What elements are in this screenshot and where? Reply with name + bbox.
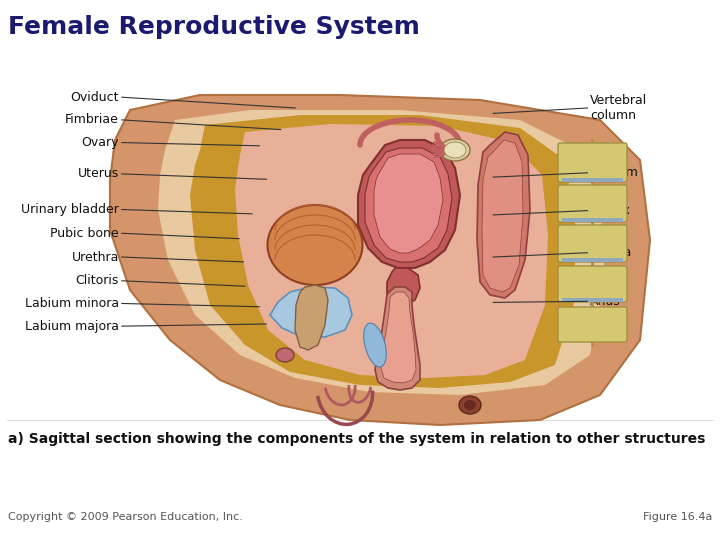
Text: a) Sagittal section showing the components of the system in relation to other st: a) Sagittal section showing the componen… [8,432,706,446]
Text: Fimbriae: Fimbriae [65,113,119,126]
Polygon shape [158,110,605,395]
Text: Anus: Anus [590,295,621,308]
Ellipse shape [459,396,481,414]
Text: Uterus: Uterus [78,167,119,180]
Polygon shape [482,140,523,292]
Polygon shape [110,95,650,425]
Polygon shape [381,292,416,383]
FancyBboxPatch shape [562,298,623,302]
Polygon shape [270,287,352,337]
Text: Labium minora: Labium minora [24,297,119,310]
Polygon shape [365,148,452,262]
Ellipse shape [464,400,476,410]
FancyBboxPatch shape [558,185,627,222]
Polygon shape [358,140,460,268]
Ellipse shape [364,323,386,367]
Polygon shape [375,287,420,390]
Polygon shape [235,124,548,378]
FancyBboxPatch shape [562,258,623,262]
Text: Urethra: Urethra [71,251,119,264]
Polygon shape [190,115,575,388]
Text: Clitoris: Clitoris [76,274,119,287]
Polygon shape [387,268,420,305]
FancyBboxPatch shape [558,225,627,262]
Text: Female Reproductive System: Female Reproductive System [8,15,420,39]
Ellipse shape [276,348,294,362]
Text: Rectum: Rectum [590,166,638,179]
Ellipse shape [268,205,362,285]
Polygon shape [477,132,530,298]
Text: Ovary: Ovary [81,136,119,149]
Text: Copyright © 2009 Pearson Education, Inc.: Copyright © 2009 Pearson Education, Inc. [8,512,243,522]
Polygon shape [295,285,328,350]
FancyBboxPatch shape [562,218,623,222]
FancyBboxPatch shape [562,178,623,182]
FancyBboxPatch shape [558,266,627,302]
FancyBboxPatch shape [558,307,627,342]
FancyBboxPatch shape [558,143,627,182]
Text: Pubic bone: Pubic bone [50,227,119,240]
Text: Oviduct: Oviduct [71,91,119,104]
Text: Figure 16.4a: Figure 16.4a [643,512,712,522]
Text: Vertebral
column: Vertebral column [590,94,648,122]
Ellipse shape [444,142,466,158]
Text: Cervix: Cervix [590,204,630,217]
Polygon shape [374,154,443,253]
Text: Labium majora: Labium majora [24,320,119,333]
Text: Urinary bladder: Urinary bladder [21,203,119,216]
Text: Vagina: Vagina [590,246,633,259]
Ellipse shape [440,139,470,161]
